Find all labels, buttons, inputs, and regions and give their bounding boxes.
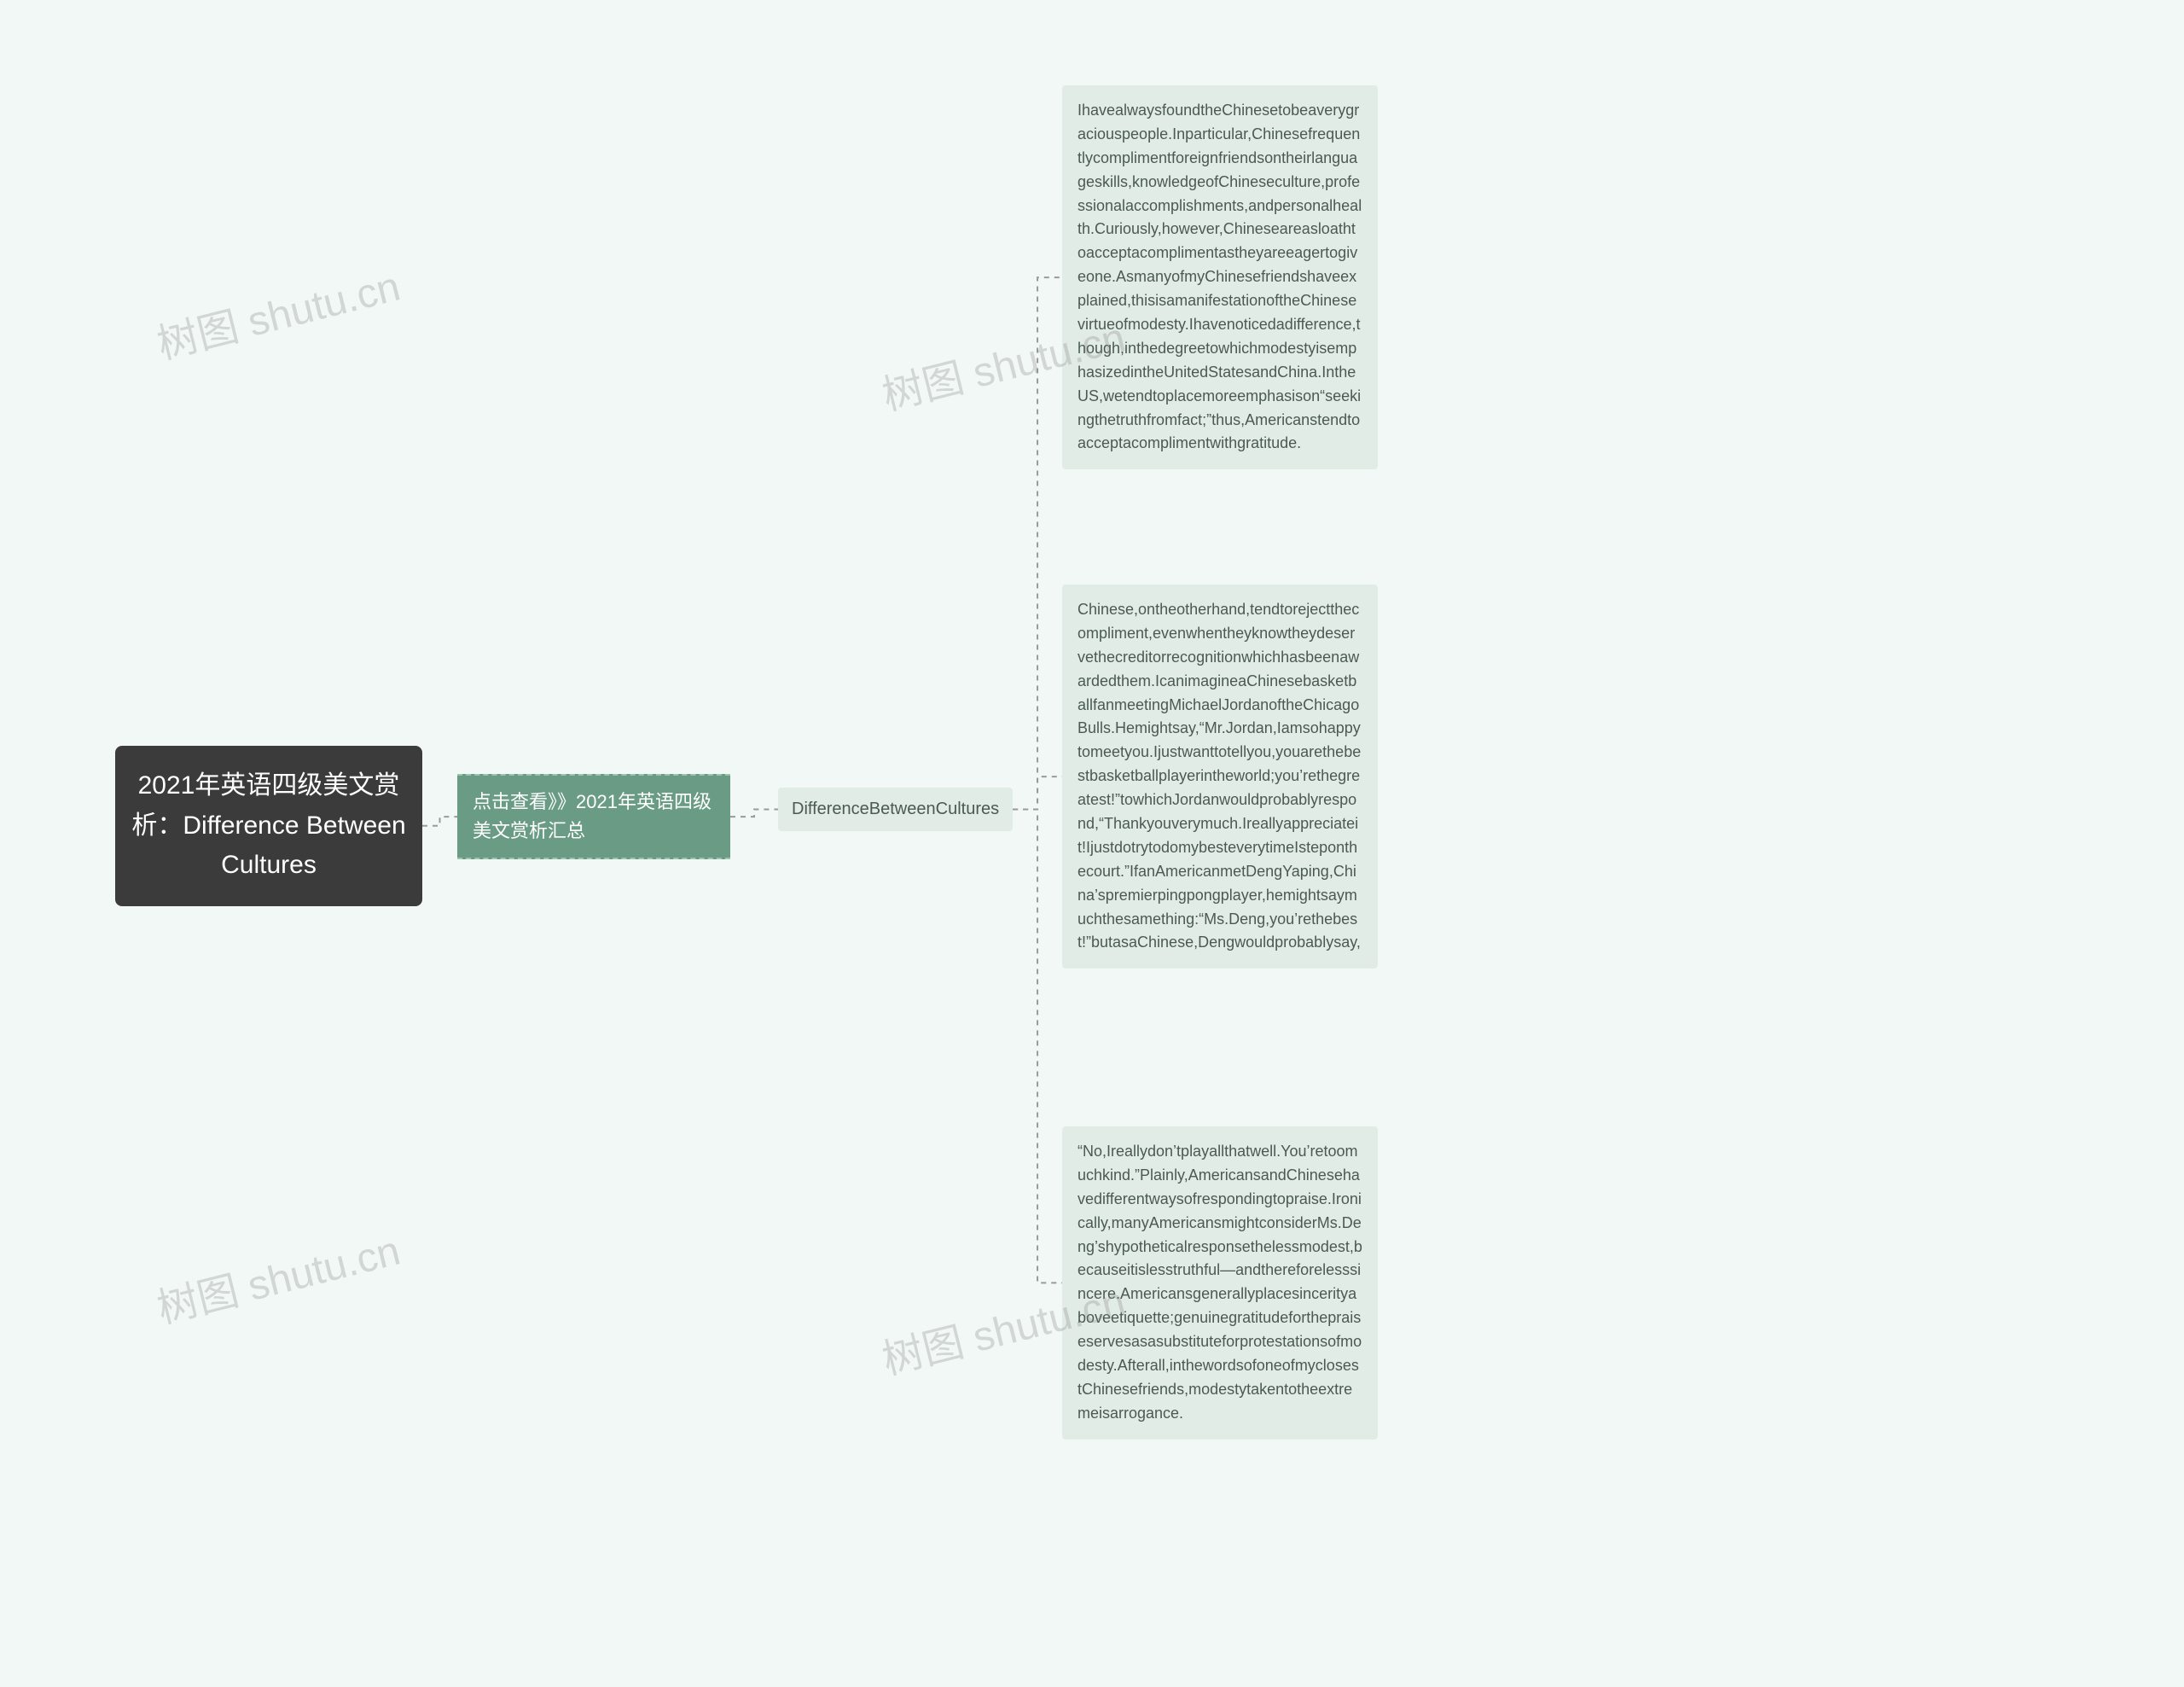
- mindmap-node-link-summary: 点击查看》》2021年英语四级美文赏析汇总: [457, 774, 730, 859]
- mindmap-leaf-paragraph-1: IhavealwaysfoundtheChinesetobeaverygraci…: [1062, 85, 1378, 469]
- watermark-text: 树图 shutu.cn: [150, 253, 405, 370]
- watermark-text: 树图 shutu.cn: [150, 1217, 405, 1335]
- mindmap-leaf-paragraph-2: Chinese,ontheotherhand,tendtorejecttheco…: [1062, 585, 1378, 969]
- connector-line: [730, 810, 778, 817]
- connector-line: [422, 817, 457, 826]
- connector-line: [1013, 810, 1062, 1283]
- connector-line: [1013, 777, 1062, 809]
- mindmap-node-difference-between-cultures: DifferenceBetweenCultures: [778, 788, 1013, 831]
- mindmap-root-node: 2021年英语四级美文赏析：Difference Between Culture…: [115, 746, 422, 906]
